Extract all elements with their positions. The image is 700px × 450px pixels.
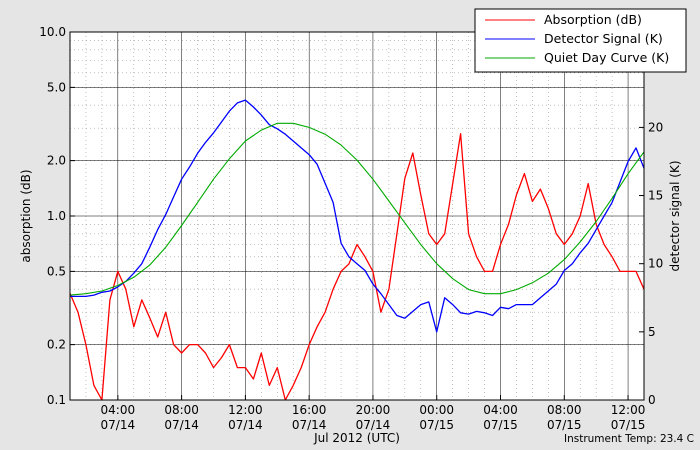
y-left-axis-label: absorption (dB) bbox=[19, 169, 33, 262]
grid bbox=[69, 31, 645, 401]
x-tick-label-date: 07/15 bbox=[547, 418, 582, 432]
x-tick-label-time: 16:00 bbox=[292, 403, 327, 417]
y-right-tick-label: 5 bbox=[648, 325, 656, 339]
legend-label-quiet-day: Quiet Day Curve (K) bbox=[544, 50, 669, 65]
y-left-tick-label: 1.0 bbox=[47, 209, 66, 223]
x-tick-label-date: 07/15 bbox=[419, 418, 454, 432]
quiet-day-curve-line bbox=[69, 122, 645, 296]
x-tick-label-date: 07/14 bbox=[292, 418, 327, 432]
x-tick-label-date: 07/15 bbox=[483, 418, 518, 432]
legend-label-detector: Detector Signal (K) bbox=[544, 31, 663, 46]
y-right-axis-label: detector signal (K) bbox=[668, 160, 682, 271]
y-right-tick-label: 10 bbox=[648, 257, 663, 271]
x-tick-label-date: 07/14 bbox=[101, 418, 136, 432]
x-tick-label-time: 08:00 bbox=[547, 403, 582, 417]
x-tick-label-date: 07/14 bbox=[228, 418, 263, 432]
x-tick-label-time: 00:00 bbox=[419, 403, 454, 417]
x-tick-label-date: 07/14 bbox=[356, 418, 391, 432]
footer-note: Instrument Temp: 23.4 C bbox=[564, 433, 694, 445]
legend: Absorption (dB) Detector Signal (K) Quie… bbox=[474, 8, 687, 73]
series-layer bbox=[69, 99, 645, 401]
absorption-series-line bbox=[69, 133, 645, 401]
y-left-tick-label: 0.5 bbox=[47, 264, 66, 278]
x-tick-label-time: 04:00 bbox=[483, 403, 518, 417]
y-left-tick-label: 10.0 bbox=[39, 25, 66, 39]
legend-label-absorption: Absorption (dB) bbox=[544, 12, 642, 27]
x-axis-label: Jul 2012 (UTC) bbox=[313, 431, 400, 445]
y-left-tick-label: 0.2 bbox=[47, 338, 66, 352]
x-tick-label-time: 04:00 bbox=[101, 403, 136, 417]
y-right-tick-label: 0 bbox=[648, 393, 656, 407]
y-left-tick-label: 5.0 bbox=[47, 80, 66, 94]
y-right-tick-label: 15 bbox=[648, 189, 663, 203]
x-tick-label-time: 08:00 bbox=[164, 403, 199, 417]
x-tick-label-time: 12:00 bbox=[611, 403, 646, 417]
x-tick-label-time: 12:00 bbox=[228, 403, 263, 417]
x-tick-label-time: 20:00 bbox=[356, 403, 391, 417]
y-right-tick-label: 20 bbox=[648, 120, 663, 134]
y-left-tick-label: 0.1 bbox=[47, 393, 66, 407]
x-tick-label-date: 07/14 bbox=[164, 418, 199, 432]
x-tick-label-date: 07/15 bbox=[611, 418, 646, 432]
ticks-layer: 0.10.20.51.02.05.010.0051015202504:0007/… bbox=[39, 25, 663, 432]
y-left-tick-label: 2.0 bbox=[47, 154, 66, 168]
detector-signal-series-line bbox=[70, 99, 645, 333]
